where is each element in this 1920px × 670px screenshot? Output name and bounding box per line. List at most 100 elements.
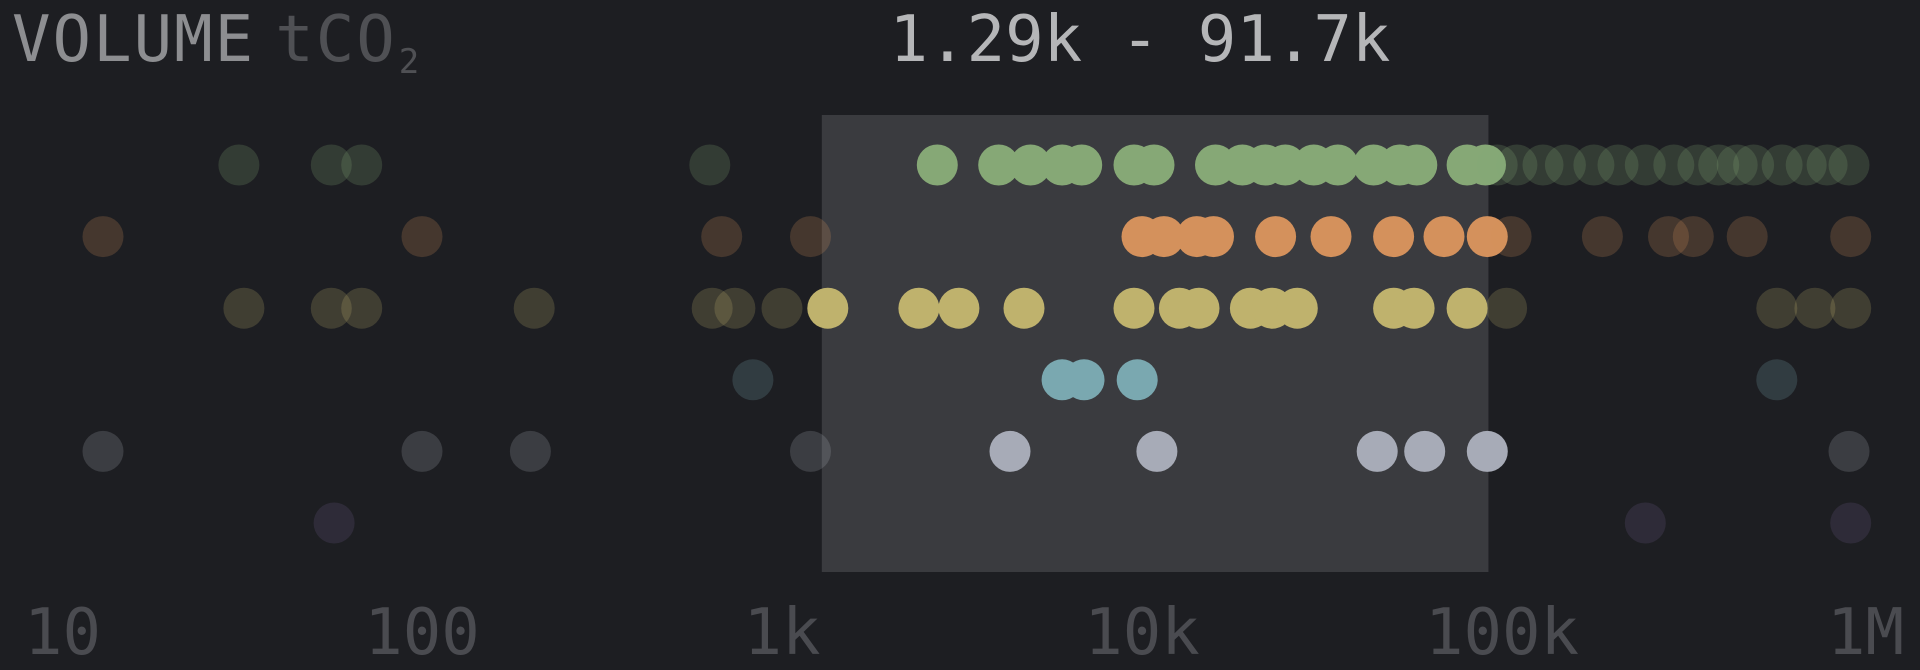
data-point[interactable] bbox=[310, 287, 352, 329]
selection-range-band[interactable] bbox=[821, 115, 1489, 572]
data-point[interactable] bbox=[1264, 144, 1306, 186]
data-point[interactable] bbox=[1672, 216, 1714, 258]
series-row-1 bbox=[218, 144, 1870, 186]
data-point[interactable] bbox=[1698, 144, 1740, 186]
data-point[interactable] bbox=[714, 287, 756, 329]
data-point[interactable] bbox=[807, 287, 849, 329]
data-point[interactable] bbox=[1828, 430, 1870, 472]
data-point[interactable] bbox=[1373, 216, 1415, 258]
data-point[interactable] bbox=[689, 144, 731, 186]
data-point[interactable] bbox=[1785, 144, 1827, 186]
title-unit-base: tCO bbox=[275, 3, 397, 77]
data-point[interactable] bbox=[1193, 216, 1234, 258]
data-point[interactable] bbox=[1830, 287, 1872, 329]
data-point[interactable] bbox=[1830, 502, 1872, 544]
data-point[interactable] bbox=[1733, 144, 1775, 186]
data-point[interactable] bbox=[401, 216, 443, 258]
data-point[interactable] bbox=[761, 287, 803, 329]
data-point[interactable] bbox=[1003, 287, 1045, 329]
data-point[interactable] bbox=[1446, 287, 1488, 329]
data-point[interactable] bbox=[1113, 287, 1155, 329]
selected-range-label: 1.29k - 91.7k bbox=[889, 3, 1391, 77]
data-point[interactable] bbox=[916, 144, 958, 186]
data-point[interactable] bbox=[978, 144, 1020, 186]
data-point[interactable] bbox=[1716, 144, 1758, 186]
series-row-3 bbox=[223, 287, 1872, 329]
data-point[interactable] bbox=[1522, 144, 1564, 186]
data-point[interactable] bbox=[341, 287, 383, 329]
data-point[interactable] bbox=[938, 287, 980, 329]
data-point[interactable] bbox=[1726, 216, 1768, 258]
data-point[interactable] bbox=[1423, 216, 1465, 258]
data-point[interactable] bbox=[1310, 216, 1352, 258]
data-point[interactable] bbox=[223, 287, 265, 329]
data-point[interactable] bbox=[1828, 144, 1870, 186]
data-point[interactable] bbox=[1466, 216, 1508, 258]
data-point[interactable] bbox=[1794, 287, 1836, 329]
data-point[interactable] bbox=[1356, 430, 1398, 472]
x-tick-label: 100k bbox=[1425, 596, 1579, 670]
data-point[interactable] bbox=[1061, 144, 1103, 186]
data-point[interactable] bbox=[691, 287, 733, 329]
data-point[interactable] bbox=[732, 359, 774, 401]
data-point[interactable] bbox=[1317, 144, 1359, 186]
data-point[interactable] bbox=[1136, 430, 1178, 472]
data-point[interactable] bbox=[1653, 144, 1695, 186]
series-row-5 bbox=[82, 430, 1870, 472]
data-point[interactable] bbox=[1486, 287, 1528, 329]
data-point[interactable] bbox=[513, 287, 555, 329]
data-point[interactable] bbox=[1255, 216, 1297, 258]
x-tick-label: 1M bbox=[1827, 596, 1904, 670]
data-point[interactable] bbox=[1178, 287, 1220, 329]
data-point[interactable] bbox=[1573, 144, 1615, 186]
data-point[interactable] bbox=[341, 144, 383, 186]
series-row-6 bbox=[313, 502, 1872, 544]
title-main: VOLUME bbox=[12, 3, 256, 77]
data-point[interactable] bbox=[1276, 287, 1318, 329]
data-point[interactable] bbox=[1597, 144, 1639, 186]
data-point[interactable] bbox=[401, 430, 443, 472]
data-point[interactable] bbox=[1761, 144, 1803, 186]
data-point[interactable] bbox=[1010, 144, 1051, 186]
data-point[interactable] bbox=[1756, 359, 1798, 401]
data-point[interactable] bbox=[1677, 144, 1719, 186]
data-point[interactable] bbox=[1490, 216, 1532, 258]
data-point[interactable] bbox=[1133, 144, 1175, 186]
data-point[interactable] bbox=[82, 430, 124, 472]
series-row-4 bbox=[732, 359, 1798, 401]
data-point[interactable] bbox=[509, 430, 551, 472]
data-point[interactable] bbox=[1465, 144, 1506, 186]
data-point[interactable] bbox=[82, 216, 124, 258]
data-point[interactable] bbox=[989, 430, 1031, 472]
data-point[interactable] bbox=[790, 430, 831, 472]
data-point[interactable] bbox=[1756, 287, 1798, 329]
data-point[interactable] bbox=[1466, 430, 1508, 472]
x-tick-label: 1k bbox=[743, 596, 820, 670]
x-tick-label: 100 bbox=[364, 596, 480, 670]
data-point[interactable] bbox=[1581, 216, 1623, 258]
data-point[interactable] bbox=[790, 216, 831, 258]
data-point[interactable] bbox=[218, 144, 260, 186]
data-point[interactable] bbox=[1544, 144, 1586, 186]
data-point[interactable] bbox=[1648, 216, 1689, 258]
data-point[interactable] bbox=[1624, 502, 1666, 544]
data-point[interactable] bbox=[1404, 430, 1446, 472]
data-point[interactable] bbox=[701, 216, 743, 258]
data-point[interactable] bbox=[1624, 144, 1666, 186]
data-point[interactable] bbox=[898, 287, 940, 329]
data-point[interactable] bbox=[1496, 144, 1538, 186]
title-unit: tCO2 bbox=[275, 3, 421, 82]
data-point[interactable] bbox=[1476, 144, 1518, 186]
data-point[interactable] bbox=[1063, 359, 1105, 401]
data-point[interactable] bbox=[1830, 216, 1872, 258]
data-point[interactable] bbox=[1393, 287, 1435, 329]
data-point[interactable] bbox=[313, 502, 355, 544]
data-point[interactable] bbox=[1116, 359, 1158, 401]
data-point[interactable] bbox=[1143, 216, 1185, 258]
data-point[interactable] bbox=[1396, 144, 1438, 186]
chart-title: VOLUME tCO2 bbox=[12, 2, 421, 100]
data-point[interactable] bbox=[310, 144, 352, 186]
x-tick-label: 10k bbox=[1084, 596, 1200, 670]
data-point[interactable] bbox=[1806, 144, 1848, 186]
